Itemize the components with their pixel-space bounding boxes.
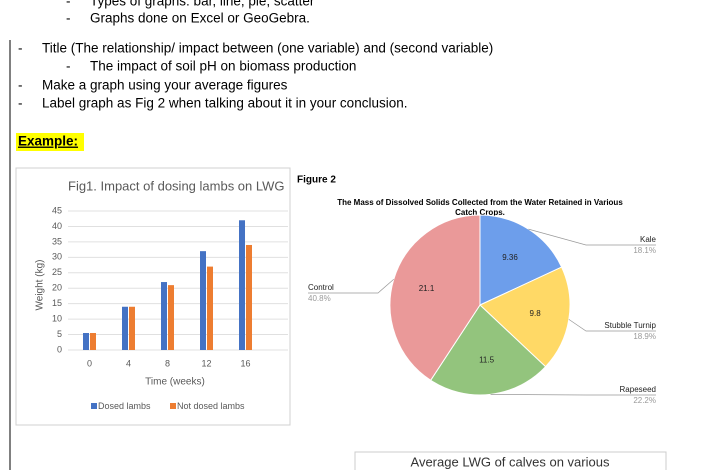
x-tick-label: 0 (87, 358, 92, 368)
doc-line: Make a graph using your average figures (42, 78, 288, 93)
y-axis-label: Weight (kg) (35, 260, 46, 311)
value-label: 9.36 (502, 253, 518, 262)
percent-label: 18.9% (633, 332, 656, 341)
highlight (16, 133, 84, 151)
bar (83, 333, 89, 350)
bar (239, 220, 245, 350)
y-tick-label: 10 (52, 313, 62, 323)
bullet: - (18, 96, 23, 111)
bullet: - (18, 41, 23, 56)
doc-line: Types of graphs: bar, line, pie, scatter (90, 0, 315, 9)
bar (200, 251, 206, 350)
doc-line: Label graph as Fig 2 when talking about … (42, 96, 407, 111)
pie-slice (479, 266, 571, 368)
x-tick-label: 4 (126, 358, 131, 368)
leader-line (568, 319, 656, 332)
bar (122, 306, 128, 350)
bar (129, 306, 135, 350)
percent-label: 22.2% (633, 396, 656, 405)
doc-line: The impact of soil pH on biomass product… (90, 59, 356, 74)
y-tick-label: 35 (52, 236, 62, 246)
y-tick-label: 5 (57, 329, 62, 339)
bar (161, 282, 167, 350)
leader-line (528, 228, 656, 246)
x-tick-label: 8 (165, 358, 170, 368)
value-label: 21.1 (419, 284, 435, 293)
bullet: - (66, 0, 71, 9)
category-label: Stubble Turnip (604, 321, 656, 330)
pie-slice (389, 214, 481, 381)
bullet: - (66, 11, 71, 26)
legend-label: Not dosed lambs (177, 401, 245, 411)
bullet: - (18, 78, 23, 93)
figure-label: Figure 2 (297, 175, 336, 186)
category-label: Kale (640, 235, 657, 244)
y-tick-label: 25 (52, 267, 62, 277)
chart-title: Fig1. Impact of dosing lambs on LWG (68, 178, 285, 193)
bar (90, 333, 96, 350)
y-tick-label: 20 (52, 283, 62, 293)
legend-label: Dosed lambs (98, 401, 151, 411)
x-tick-label: 12 (201, 358, 211, 368)
x-axis-label: Time (weeks) (145, 377, 205, 388)
y-tick-label: 0 (57, 344, 62, 354)
value-label: 11.5 (479, 356, 495, 365)
y-tick-label: 30 (52, 252, 62, 262)
chart-title: The Mass of Dissolved Solids Collected f… (337, 198, 623, 217)
next-box-title: Average LWG of calves on various (411, 454, 610, 469)
bar (207, 266, 213, 350)
pie-slice (479, 214, 563, 306)
y-tick-label: 15 (52, 298, 62, 308)
pie-slice (429, 304, 547, 396)
percent-label: 40.8% (308, 294, 331, 303)
category-label: Control (308, 283, 334, 292)
chart-frame (15, 167, 291, 426)
value-label: 9.8 (530, 309, 542, 318)
leader-line (308, 278, 394, 294)
y-tick-label: 40 (52, 221, 62, 231)
bar (246, 244, 252, 350)
percent-label: 18.1% (633, 246, 656, 255)
leader-line (490, 394, 656, 396)
example-heading: Example: (18, 134, 78, 149)
bar (168, 285, 174, 350)
doc-line: Title (The relationship/ impact between … (42, 41, 493, 56)
category-label: Rapeseed (620, 385, 656, 394)
x-tick-label: 16 (240, 358, 250, 368)
doc-line: Graphs done on Excel or GeoGebra. (90, 11, 310, 26)
legend-swatch (91, 403, 97, 409)
bullet: - (66, 59, 71, 74)
legend-swatch (170, 403, 176, 409)
next-box (354, 451, 667, 470)
y-tick-label: 45 (52, 205, 62, 215)
